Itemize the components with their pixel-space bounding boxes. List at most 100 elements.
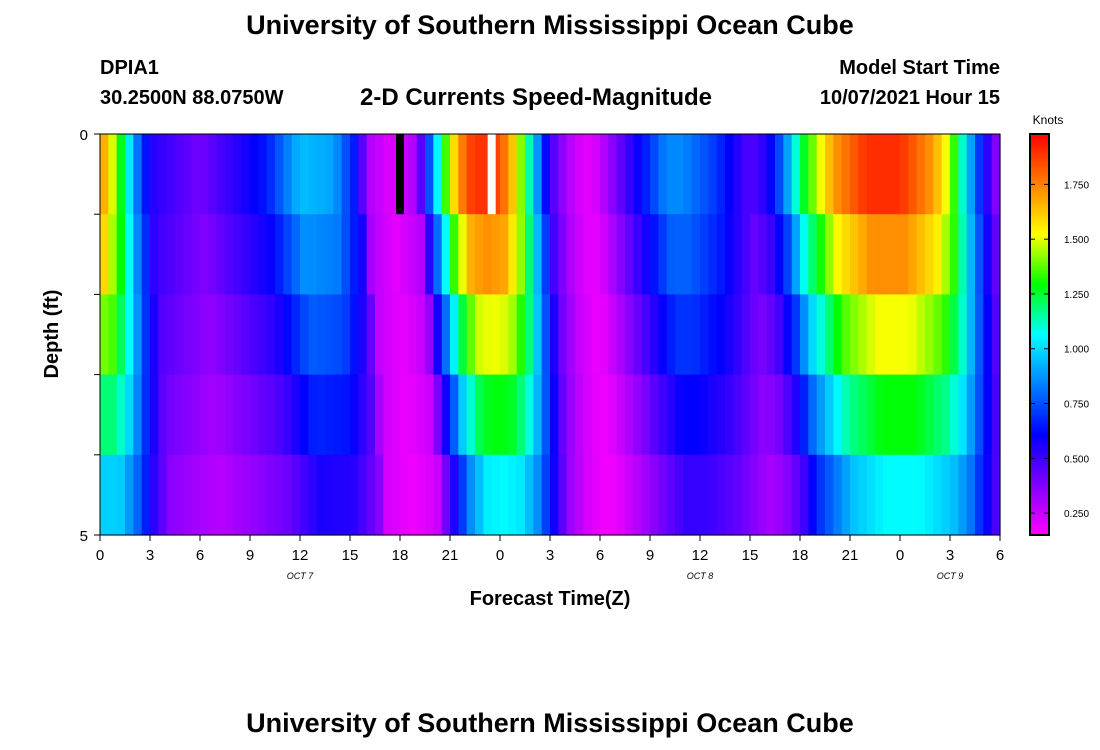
heatmap-cell bbox=[866, 214, 876, 295]
heatmap-cell bbox=[350, 294, 359, 376]
heatmap-cell bbox=[191, 454, 201, 536]
footer-title: University of Southern Mississippi Ocean… bbox=[246, 708, 854, 738]
heatmap-cell bbox=[883, 294, 893, 376]
heatmap-cell bbox=[400, 454, 409, 536]
heatmap-cell bbox=[608, 374, 618, 456]
heatmap-cell bbox=[391, 294, 401, 376]
heatmap-cell bbox=[591, 134, 601, 215]
heatmap-cell bbox=[500, 294, 509, 376]
heatmap-cell bbox=[775, 454, 784, 536]
heatmap-cell bbox=[633, 374, 643, 456]
heatmap-cell bbox=[416, 374, 426, 456]
heatmap-cell bbox=[116, 214, 126, 295]
x-tick-label: 0 bbox=[496, 547, 504, 564]
heatmap-cell bbox=[608, 134, 618, 215]
heatmap-cell bbox=[400, 214, 409, 295]
heatmap-cell bbox=[208, 134, 218, 215]
heatmap-cell bbox=[158, 454, 168, 536]
x-tick-label: 15 bbox=[342, 547, 359, 564]
colorbar-tick-label: 1.000 bbox=[1064, 345, 1089, 356]
heatmap-cell bbox=[391, 214, 401, 295]
heatmap-cell bbox=[466, 134, 476, 215]
heatmap-cell bbox=[250, 294, 259, 376]
heatmap-cell bbox=[258, 294, 268, 376]
heatmap-cell bbox=[708, 214, 718, 295]
heatmap-cell bbox=[525, 454, 534, 536]
heatmap-cell bbox=[683, 454, 693, 536]
heatmap-cell bbox=[850, 294, 859, 376]
heatmap-cell bbox=[716, 134, 726, 215]
heatmap-cell bbox=[275, 454, 284, 536]
x-axis-ticks: 0 3 6 9 12 15 18 21 0 3 6 9 12 15 18 21 0 3 6 bbox=[96, 535, 1004, 564]
heatmap-cell bbox=[875, 294, 884, 376]
heatmap-cell bbox=[541, 214, 551, 295]
heatmap-cell bbox=[500, 374, 509, 456]
heatmap-cell bbox=[316, 294, 326, 376]
model-start-label: Model Start Time bbox=[839, 57, 1000, 79]
heatmap-cell bbox=[783, 214, 793, 295]
heatmap-cell bbox=[891, 454, 901, 536]
heatmap-cell bbox=[741, 454, 751, 536]
heatmap-cell bbox=[166, 374, 176, 456]
heatmap-cell bbox=[816, 134, 826, 215]
heatmap-cell bbox=[416, 454, 426, 536]
heatmap-cell bbox=[325, 374, 334, 456]
heatmap-cell bbox=[725, 454, 734, 536]
heatmap-cell bbox=[608, 294, 618, 376]
heatmap-cell bbox=[516, 134, 526, 215]
heatmap-cell bbox=[741, 134, 751, 215]
heatmap-cell bbox=[591, 454, 601, 536]
heatmap-cell bbox=[483, 374, 493, 456]
heatmap-cell bbox=[650, 214, 659, 295]
heatmap-cell bbox=[841, 214, 851, 295]
heatmap-cell bbox=[883, 134, 893, 215]
heatmap-cell bbox=[141, 454, 151, 536]
heatmap-cell bbox=[500, 134, 509, 215]
heatmap-cell bbox=[833, 134, 843, 215]
heatmap-cell bbox=[558, 214, 568, 295]
heatmap-cell bbox=[183, 454, 193, 536]
heatmap-cell bbox=[800, 214, 809, 295]
heatmap-cell bbox=[925, 214, 934, 295]
heatmap-cell bbox=[183, 294, 193, 376]
heatmap-cell bbox=[775, 374, 784, 456]
colorbar-tick-label: 0.250 bbox=[1064, 509, 1089, 520]
heatmap-cell bbox=[916, 374, 926, 456]
heatmap-cell bbox=[325, 454, 334, 536]
heatmap-cell bbox=[491, 294, 501, 376]
heatmap-cell bbox=[833, 374, 843, 456]
heatmap-cell bbox=[133, 454, 143, 536]
heatmap-cell bbox=[933, 454, 943, 536]
heatmap-cell bbox=[416, 294, 426, 376]
heatmap-cell bbox=[350, 374, 359, 456]
heatmap-cell bbox=[716, 294, 726, 376]
heatmap-cell bbox=[200, 454, 209, 536]
heatmap-cell bbox=[116, 134, 126, 215]
heatmap-cell bbox=[825, 294, 834, 376]
heatmap-cell bbox=[266, 374, 276, 456]
heatmap-cell bbox=[666, 214, 676, 295]
heatmap-cell bbox=[300, 294, 309, 376]
heatmap-cell bbox=[733, 454, 743, 536]
heatmap-cell bbox=[516, 454, 526, 536]
heatmap-cell bbox=[550, 214, 559, 295]
heatmap-cell bbox=[750, 454, 759, 536]
heatmap-cell bbox=[866, 454, 876, 536]
heatmap-cell bbox=[158, 134, 168, 215]
heatmap-cell bbox=[791, 454, 801, 536]
heatmap-cell bbox=[891, 214, 901, 295]
heatmap-cell bbox=[191, 294, 201, 376]
heatmap-cell bbox=[391, 454, 401, 536]
heatmap-cell bbox=[958, 134, 968, 215]
heatmap-cell bbox=[308, 214, 318, 295]
heatmap-cell bbox=[183, 374, 193, 456]
heatmap-cell bbox=[200, 374, 209, 456]
heatmap-cell bbox=[708, 374, 718, 456]
heatmap-cell bbox=[975, 214, 984, 295]
heatmap-cell bbox=[525, 374, 534, 456]
heatmap-cell bbox=[675, 454, 684, 536]
heatmap-cell bbox=[700, 294, 709, 376]
heatmap-cell bbox=[750, 294, 759, 376]
heatmap-cell bbox=[950, 454, 959, 536]
heatmap-cell bbox=[308, 294, 318, 376]
